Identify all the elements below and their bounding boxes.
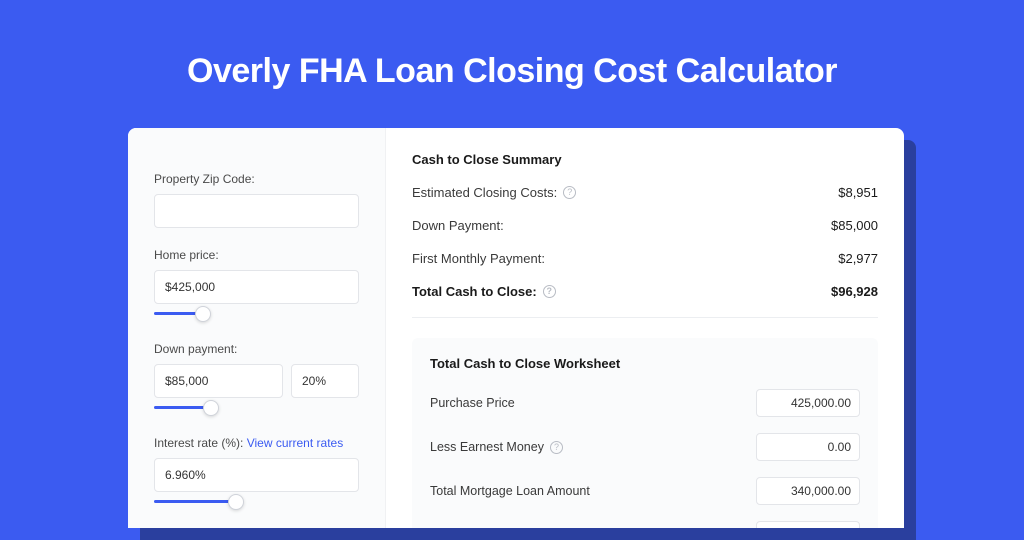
worksheet-input-earnest-money[interactable] (756, 433, 860, 461)
down-payment-label: Down payment: (154, 342, 359, 356)
summary-total-label: Total Cash to Close: (412, 284, 537, 299)
worksheet-row-mortgage-amount: Total Mortgage Loan Amount (430, 477, 860, 505)
interest-rate-slider[interactable] (154, 494, 359, 510)
worksheet-panel: Total Cash to Close Worksheet Purchase P… (412, 338, 878, 528)
worksheet-input-second-mortgage[interactable] (756, 521, 860, 528)
down-payment-slider[interactable] (154, 400, 359, 416)
down-payment-pct-input[interactable] (291, 364, 359, 398)
worksheet-label: Purchase Price (430, 396, 515, 410)
summary-value: $2,977 (838, 251, 878, 266)
field-zip: Property Zip Code: (154, 172, 359, 228)
summary-row-total: Total Cash to Close: ? $96,928 (412, 284, 878, 318)
home-price-slider[interactable] (154, 306, 359, 322)
summary-value: $8,951 (838, 185, 878, 200)
help-icon[interactable]: ? (543, 285, 556, 298)
help-icon[interactable]: ? (550, 441, 563, 454)
slider-thumb[interactable] (203, 400, 219, 416)
worksheet-label: Less Earnest Money (430, 440, 544, 454)
worksheet-title: Total Cash to Close Worksheet (430, 356, 860, 371)
zip-label: Property Zip Code: (154, 172, 359, 186)
field-home-price: Home price: (154, 248, 359, 322)
inputs-panel: Property Zip Code: Home price: Down paym… (128, 128, 386, 528)
slider-track (154, 500, 236, 503)
summary-label: Down Payment: (412, 218, 504, 233)
view-rates-link[interactable]: View current rates (247, 436, 344, 450)
summary-label: Estimated Closing Costs: (412, 185, 557, 200)
worksheet-input-purchase-price[interactable] (756, 389, 860, 417)
worksheet-row-purchase-price: Purchase Price (430, 389, 860, 417)
page-title: Overly FHA Loan Closing Cost Calculator (0, 52, 1024, 91)
down-payment-input[interactable] (154, 364, 283, 398)
summary-row-first-payment: First Monthly Payment: $2,977 (412, 251, 878, 266)
field-down-payment: Down payment: (154, 342, 359, 416)
field-interest-rate: Interest rate (%): View current rates (154, 436, 359, 510)
interest-rate-label-text: Interest rate (%): (154, 436, 243, 450)
worksheet-row-second-mortgage: Total Second Mortgage Amount ? (430, 521, 860, 528)
calculator-card: Property Zip Code: Home price: Down paym… (128, 128, 904, 528)
interest-rate-label: Interest rate (%): View current rates (154, 436, 359, 450)
slider-thumb[interactable] (195, 306, 211, 322)
summary-total-value: $96,928 (831, 284, 878, 299)
summary-value: $85,000 (831, 218, 878, 233)
worksheet-input-mortgage-amount[interactable] (756, 477, 860, 505)
help-icon[interactable]: ? (563, 186, 576, 199)
summary-row-down-payment: Down Payment: $85,000 (412, 218, 878, 233)
summary-title: Cash to Close Summary (412, 152, 878, 167)
summary-label: First Monthly Payment: (412, 251, 545, 266)
home-price-label: Home price: (154, 248, 359, 262)
summary-row-closing-costs: Estimated Closing Costs: ? $8,951 (412, 185, 878, 200)
interest-rate-input[interactable] (154, 458, 359, 492)
worksheet-row-earnest-money: Less Earnest Money ? (430, 433, 860, 461)
results-panel: Cash to Close Summary Estimated Closing … (386, 128, 904, 528)
worksheet-label: Total Mortgage Loan Amount (430, 484, 590, 498)
slider-thumb[interactable] (228, 494, 244, 510)
zip-input[interactable] (154, 194, 359, 228)
home-price-input[interactable] (154, 270, 359, 304)
